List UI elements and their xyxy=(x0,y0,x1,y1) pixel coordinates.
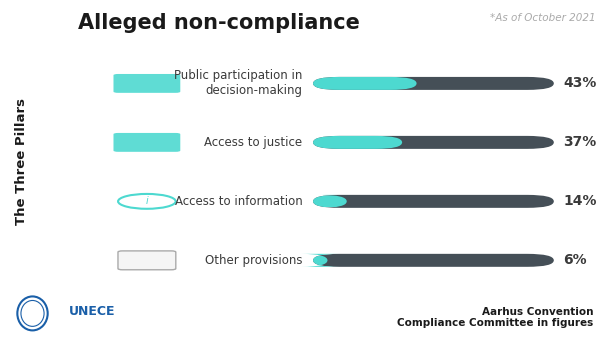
FancyBboxPatch shape xyxy=(313,195,347,208)
Text: The Three Pillars: The Three Pillars xyxy=(14,98,28,225)
Text: 43%: 43% xyxy=(563,76,597,90)
FancyBboxPatch shape xyxy=(313,254,554,267)
Text: UNECE: UNECE xyxy=(69,305,116,318)
Text: 37%: 37% xyxy=(563,135,597,149)
Text: Access to justice: Access to justice xyxy=(204,136,302,149)
Text: i: i xyxy=(146,196,148,206)
Text: *As of October 2021: *As of October 2021 xyxy=(491,13,596,24)
Text: Other provisions: Other provisions xyxy=(205,254,302,267)
Text: Access to information: Access to information xyxy=(175,195,302,208)
FancyBboxPatch shape xyxy=(313,77,417,90)
FancyBboxPatch shape xyxy=(301,254,340,267)
FancyBboxPatch shape xyxy=(313,136,402,149)
FancyBboxPatch shape xyxy=(313,77,554,90)
FancyBboxPatch shape xyxy=(114,133,180,152)
Text: Alleged non-compliance: Alleged non-compliance xyxy=(78,13,360,33)
Text: Public participation in
decision-making: Public participation in decision-making xyxy=(174,69,302,97)
Text: Aarhus Convention
Compliance Committee in figures: Aarhus Convention Compliance Committee i… xyxy=(397,307,594,329)
FancyBboxPatch shape xyxy=(114,74,180,93)
Text: 14%: 14% xyxy=(563,194,597,208)
FancyBboxPatch shape xyxy=(313,195,554,208)
FancyBboxPatch shape xyxy=(118,251,176,270)
Text: 6%: 6% xyxy=(563,253,587,267)
FancyBboxPatch shape xyxy=(313,136,554,149)
